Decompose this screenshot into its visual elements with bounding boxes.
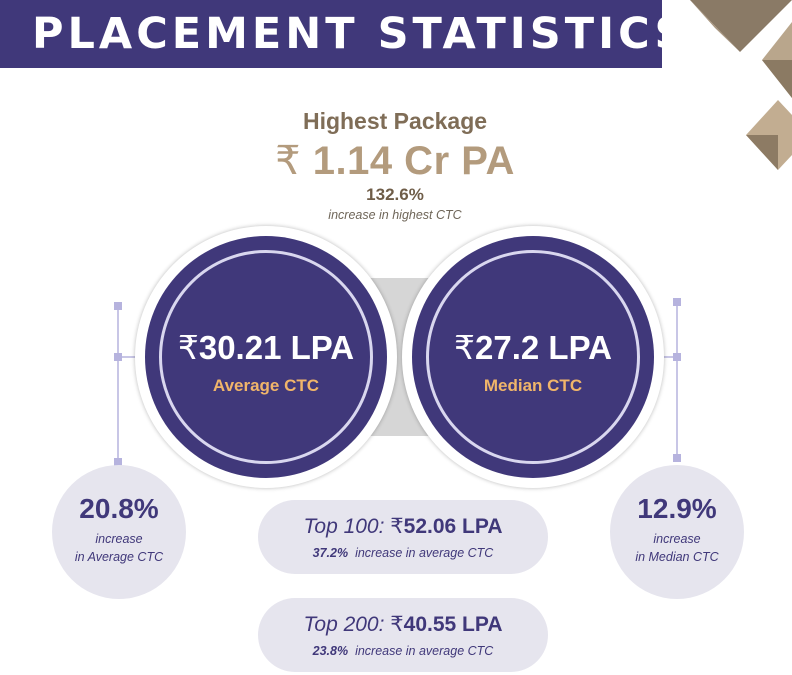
top-200-main: Top 200: ₹40.55 LPA: [258, 612, 548, 637]
rupee-symbol: ₹: [454, 329, 476, 366]
top-200-sub: 23.8% increase in average CTC: [258, 644, 548, 658]
average-ctc-circle-fill: ₹30.21 LPA Average CTC: [145, 236, 387, 478]
top-200-prefix: Top 200:: [303, 613, 385, 636]
top-100-value: 52.06 LPA: [403, 515, 503, 538]
median-increase-pct: 12.9%: [637, 493, 717, 524]
highest-package-caption: increase in highest CTC: [328, 208, 462, 222]
average-increase-pct: 20.8%: [79, 493, 159, 524]
median-ctc-label: Median CTC: [483, 376, 583, 395]
top-100-caption: increase in average CTC: [355, 546, 494, 560]
median-increase-bubble: 12.9% increase in Median CTC: [610, 465, 744, 599]
median-increase-line1: increase: [653, 532, 701, 546]
top-200-value: 40.55 LPA: [403, 613, 503, 636]
top-100-sub: 37.2% increase in average CTC: [258, 546, 548, 560]
average-increase-bubble: 20.8% increase in Average CTC: [52, 465, 186, 599]
median-ctc-ring: [426, 250, 640, 464]
median-ctc-circle: ₹27.2 LPA Median CTC: [402, 226, 664, 488]
top-100-pill: Top 100: ₹52.06 LPA 37.2% increase in av…: [258, 500, 548, 574]
rupee-symbol: ₹: [275, 139, 302, 183]
top-200-pct: 23.8%: [312, 644, 349, 658]
average-ctc-value: ₹30.21 LPA: [145, 328, 387, 367]
top-200-pill: Top 200: ₹40.55 LPA 23.8% increase in av…: [258, 598, 548, 672]
average-ctc-amount: 30.21 LPA: [198, 329, 355, 366]
median-ctc-amount: 27.2 LPA: [475, 329, 612, 366]
median-ctc-value: ₹27.2 LPA: [412, 328, 654, 367]
highest-package-value: ₹ 1.14 Cr PA: [250, 138, 540, 184]
highest-package-amount: 1.14 Cr PA: [312, 139, 515, 183]
top-100-prefix: Top 100:: [303, 515, 385, 538]
average-ctc-label: Average CTC: [212, 376, 320, 395]
top-100-main: Top 100: ₹52.06 LPA: [258, 514, 548, 539]
top-100-pct: 37.2%: [312, 546, 349, 560]
average-increase-line2: in Average CTC: [74, 550, 164, 564]
top-200-caption: increase in average CTC: [355, 644, 494, 658]
rupee-symbol: ₹: [177, 329, 199, 366]
rupee-symbol: ₹: [390, 613, 404, 636]
average-increase-line1: increase: [95, 532, 143, 546]
page-title: PLACEMENT STATISTICS: [32, 9, 690, 59]
average-ctc-ring: [159, 250, 373, 464]
corner-decoration: [690, 0, 792, 170]
median-ctc-circle-fill: ₹27.2 LPA Median CTC: [412, 236, 654, 478]
average-ctc-circle: ₹30.21 LPA Average CTC: [135, 226, 397, 488]
highest-package-label: Highest Package: [302, 108, 488, 134]
highest-package-increase: 132.6%: [366, 185, 424, 204]
header-banner: PLACEMENT STATISTICS: [0, 0, 685, 68]
rupee-symbol: ₹: [390, 515, 404, 538]
median-increase-line2: in Median CTC: [635, 550, 719, 564]
